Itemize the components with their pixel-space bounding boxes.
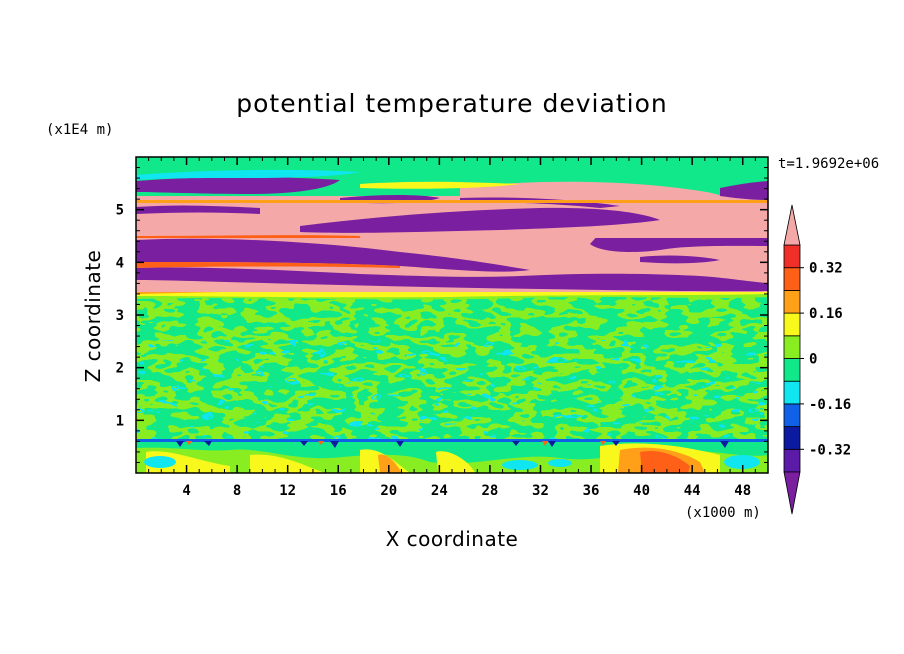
colorbar-band xyxy=(783,267,801,291)
x-tick-label: 4 xyxy=(182,483,190,499)
x-tick-label: 48 xyxy=(734,483,751,499)
y-tick-label: 4 xyxy=(116,255,124,271)
chart-title: potential temperature deviation xyxy=(236,89,667,118)
colorbar-band xyxy=(783,312,801,337)
x-tick-label: 8 xyxy=(233,483,241,499)
y-tick-label: 1 xyxy=(116,413,124,429)
contour-field xyxy=(136,157,768,473)
colorbar-band xyxy=(783,244,801,269)
x-tick-label: 20 xyxy=(380,483,397,499)
upper-layers xyxy=(136,157,768,300)
colorbar-extend-max xyxy=(783,204,801,246)
x-axis: 4 8 12 16 20 24 28 32 36 40 44 48 (x1000 m) X coord… xyxy=(148,157,761,551)
x-tick-label: 24 xyxy=(431,483,448,499)
x-tick-label: 32 xyxy=(532,483,549,499)
colorbar-band xyxy=(783,358,801,382)
y-axis-label: Z coordinate xyxy=(81,250,105,383)
colorbar-band xyxy=(783,426,801,450)
x-tick-label: 44 xyxy=(684,483,701,499)
x-unit-label: (x1000 m) xyxy=(685,505,761,521)
colorbar-band xyxy=(783,403,801,427)
y-unit-label: (x1E4 m) xyxy=(46,122,113,138)
x-tick-label: 28 xyxy=(481,483,498,499)
colorbar-label: -0.16 xyxy=(809,397,851,413)
colorbar-label: 0.16 xyxy=(809,306,843,322)
x-tick-label: 40 xyxy=(633,483,650,499)
colorbar-extend-min xyxy=(783,471,801,515)
colorbar-label: 0 xyxy=(809,352,817,368)
x-tick-label: 36 xyxy=(583,483,600,499)
colorbar-band xyxy=(783,380,801,405)
x-tick-label: 12 xyxy=(279,483,296,499)
x-tick-label: 16 xyxy=(330,483,347,499)
colorbar-band xyxy=(783,335,801,359)
colorbar: 0.32 0.16 0 -0.16 -0.32 xyxy=(783,204,851,515)
colorbar-band xyxy=(783,448,801,473)
y-axis: 1 2 3 4 5 Z coordinate xyxy=(81,167,768,463)
y-tick-label: 2 xyxy=(116,361,124,377)
y-tick-label: 5 xyxy=(116,203,124,219)
time-label: t=1.9692e+06 xyxy=(778,156,879,172)
x-axis-label: X coordinate xyxy=(386,527,519,551)
y-tick-label: 3 xyxy=(116,308,124,324)
colorbar-band xyxy=(783,289,801,314)
colorbar-label: 0.32 xyxy=(809,261,843,277)
weak-anomaly-cyan xyxy=(136,340,768,440)
lower-layer xyxy=(136,439,768,473)
colorbar-label: -0.32 xyxy=(809,442,851,458)
